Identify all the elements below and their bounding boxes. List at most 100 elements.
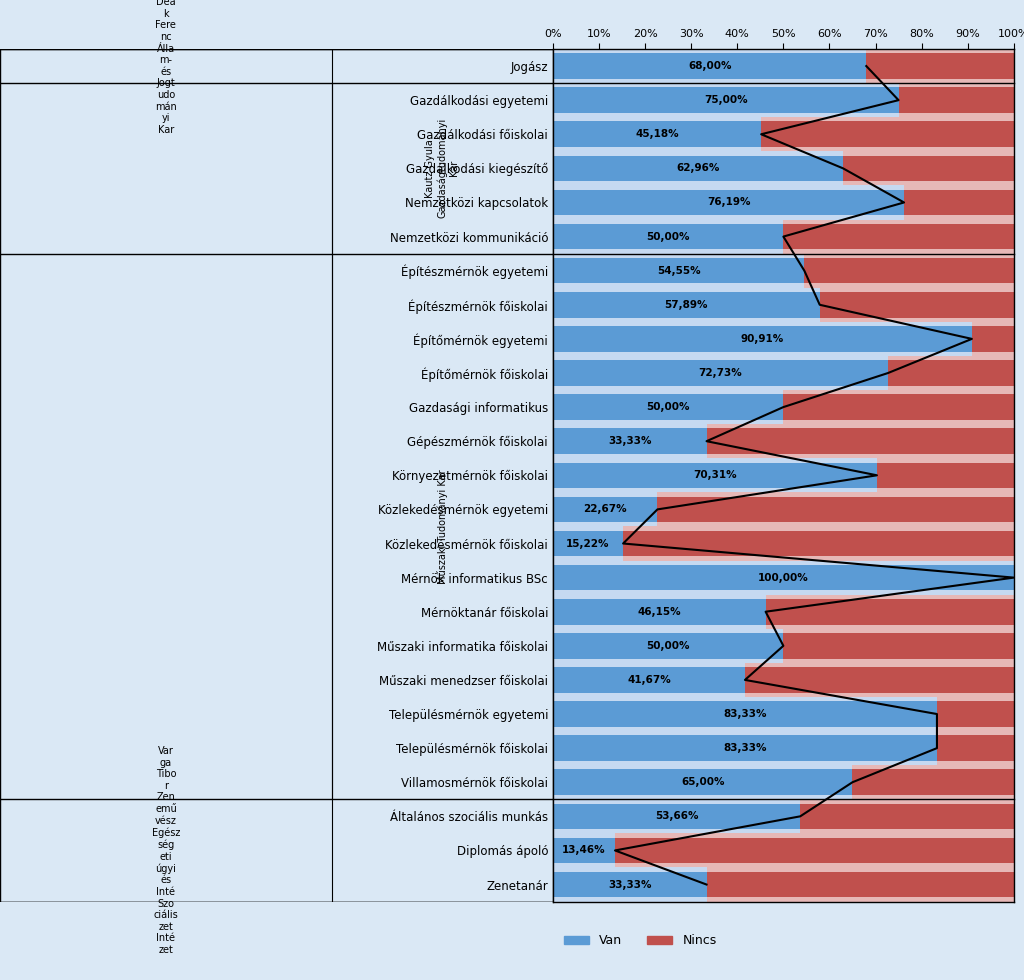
Bar (553, 872, 707, 898)
Bar (553, 220, 1014, 254)
Bar (553, 492, 1014, 526)
Bar (553, 731, 937, 765)
Bar (553, 662, 1014, 697)
Bar (553, 531, 623, 557)
Bar (783, 223, 1014, 249)
Bar (866, 53, 1014, 78)
Bar (553, 735, 937, 760)
Bar (553, 321, 1014, 356)
Text: 33,33%: 33,33% (608, 436, 651, 446)
Bar (553, 185, 1014, 220)
Bar (553, 595, 766, 629)
Text: 33,33%: 33,33% (608, 879, 651, 890)
Text: 50,00%: 50,00% (646, 231, 690, 242)
Bar (707, 428, 1014, 454)
Text: Var
ga
Tibo
r
Zen
emű
vész
Egész
ség
eti
úgyi
és
Inté
Szo
ciális
zet
Inté
zet: Var ga Tibo r Zen emű vész Egész ség eti… (152, 746, 180, 955)
Bar (553, 361, 888, 386)
Bar (553, 118, 1014, 151)
Bar (553, 765, 1014, 800)
Bar (553, 769, 852, 795)
Bar (553, 390, 1014, 424)
Bar (888, 361, 1014, 386)
Bar (553, 463, 877, 488)
Text: 76,19%: 76,19% (707, 197, 751, 208)
Text: 22,67%: 22,67% (584, 505, 627, 514)
Bar (553, 526, 623, 561)
Bar (904, 190, 1014, 216)
Bar (553, 629, 783, 662)
Bar (553, 492, 657, 526)
Bar (800, 804, 1014, 829)
Bar (972, 326, 1014, 352)
Bar (553, 394, 783, 419)
Bar (553, 292, 820, 318)
Bar (553, 838, 615, 863)
Bar (553, 667, 745, 693)
Bar (553, 254, 804, 288)
Bar (553, 633, 783, 659)
Bar (783, 633, 1014, 659)
Bar (553, 223, 783, 249)
Bar (553, 254, 1014, 288)
Text: 83,33%: 83,33% (723, 743, 767, 754)
Text: 46,15%: 46,15% (638, 607, 681, 616)
Bar (937, 702, 1014, 727)
Bar (553, 356, 1014, 390)
Bar (553, 800, 1014, 833)
Bar (553, 800, 800, 833)
Bar (553, 561, 1014, 595)
Bar (553, 83, 1014, 118)
Bar (553, 390, 783, 424)
Bar (553, 867, 1014, 902)
Bar (553, 258, 804, 283)
Text: 50,00%: 50,00% (646, 402, 690, 413)
Bar (553, 49, 1014, 83)
Bar (937, 735, 1014, 760)
Bar (553, 87, 899, 113)
Bar (553, 428, 707, 454)
Text: Műszaki Tudományi Kar: Műszaki Tudományi Kar (437, 469, 447, 584)
Text: 75,00%: 75,00% (703, 95, 748, 105)
Bar (553, 185, 904, 220)
Bar (553, 288, 1014, 321)
Bar (553, 118, 761, 151)
Bar (553, 326, 972, 352)
Bar (553, 156, 843, 181)
Bar (553, 122, 761, 147)
Bar (657, 497, 1014, 522)
Bar (553, 459, 1014, 492)
Bar (553, 599, 766, 624)
Text: 68,00%: 68,00% (688, 61, 731, 72)
Bar (553, 321, 972, 356)
Text: Deá
k
Fere
nc
Álla
m-
és
Jogt
udo
mán
yi
Kar: Deá k Fere nc Álla m- és Jogt udo mán yi… (155, 0, 177, 135)
Text: 13,46%: 13,46% (562, 846, 606, 856)
Text: 54,55%: 54,55% (656, 266, 700, 275)
Bar (761, 122, 1014, 147)
Text: 50,00%: 50,00% (646, 641, 690, 651)
Bar (553, 220, 783, 254)
Text: 65,00%: 65,00% (681, 777, 724, 787)
Bar (553, 83, 899, 118)
Text: 62,96%: 62,96% (676, 164, 720, 173)
Bar (820, 292, 1014, 318)
Bar (553, 288, 820, 321)
Text: Kautz Gyula
Gazdaságtudományi
Kar: Kautz Gyula Gazdaságtudományi Kar (425, 119, 460, 219)
Text: 100,00%: 100,00% (758, 572, 809, 583)
Text: 90,91%: 90,91% (740, 334, 784, 344)
Bar (553, 662, 745, 697)
Bar (553, 629, 1014, 662)
Bar (553, 765, 852, 800)
Text: 41,67%: 41,67% (627, 675, 671, 685)
Bar (804, 258, 1014, 283)
Bar (553, 833, 615, 867)
Bar (553, 833, 1014, 867)
Text: 53,66%: 53,66% (654, 811, 698, 821)
Bar (553, 697, 937, 731)
Bar (615, 838, 1014, 863)
Bar (553, 561, 1014, 595)
Bar (553, 526, 1014, 561)
Bar (553, 459, 877, 492)
Bar (899, 87, 1014, 113)
Legend: Van, Nincs: Van, Nincs (559, 929, 722, 953)
Bar (553, 151, 1014, 185)
